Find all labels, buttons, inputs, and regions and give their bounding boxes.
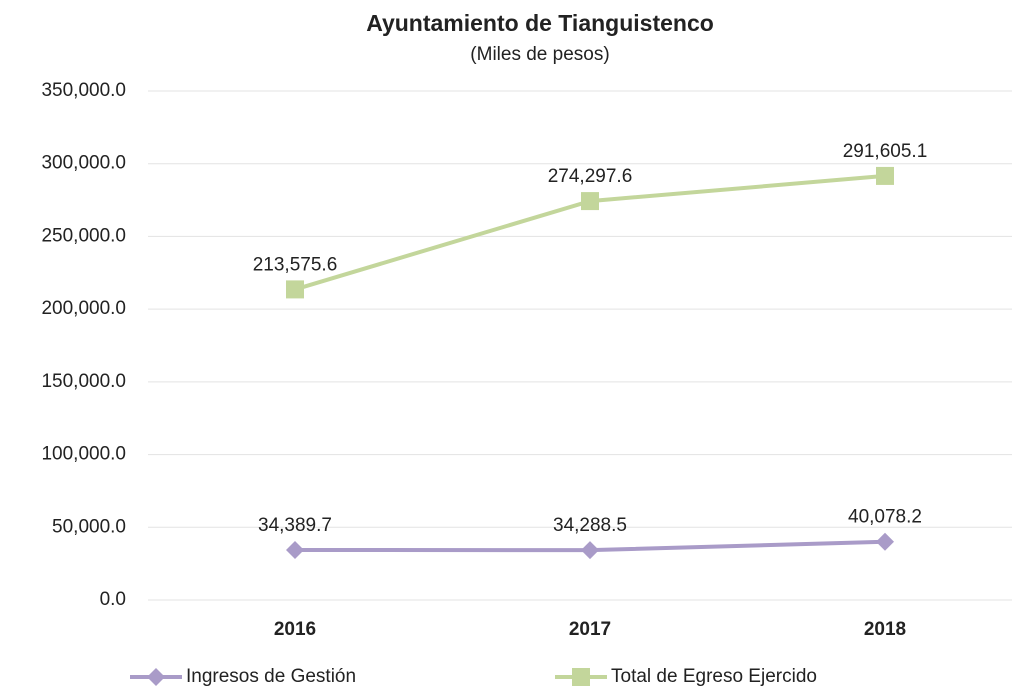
y-tick-label: 50,000.0	[52, 516, 126, 537]
chart-title: Ayuntamiento de Tianguistenco	[366, 10, 714, 36]
y-tick-label: 200,000.0	[41, 298, 126, 319]
y-tick-label: 350,000.0	[41, 80, 126, 101]
y-tick-label: 100,000.0	[41, 444, 126, 465]
legend-label: Total de Egreso Ejercido	[611, 666, 817, 687]
data-label: 291,605.1	[843, 141, 928, 162]
marker	[286, 280, 304, 299]
marker	[147, 668, 165, 686]
marker	[876, 166, 894, 185]
marker	[581, 192, 599, 211]
y-tick-label: 150,000.0	[41, 371, 126, 392]
data-label: 34,389.7	[258, 515, 332, 536]
chart-subtitle: (Miles de pesos)	[470, 44, 609, 65]
x-tick-label: 2017	[569, 619, 611, 640]
y-tick-label: 250,000.0	[41, 225, 126, 246]
marker	[876, 532, 894, 551]
data-label: 213,575.6	[253, 254, 338, 275]
data-label: 40,078.2	[848, 507, 922, 528]
x-tick-label: 2018	[864, 619, 906, 640]
x-tick-label: 2016	[274, 619, 316, 640]
marker	[572, 668, 590, 686]
data-label: 274,297.6	[548, 166, 633, 187]
marker	[581, 541, 599, 560]
y-tick-label: 0.0	[100, 589, 126, 610]
legend-label: Ingresos de Gestión	[186, 666, 356, 687]
data-label: 34,288.5	[553, 515, 627, 536]
y-tick-label: 300,000.0	[41, 153, 126, 174]
marker	[286, 540, 304, 559]
